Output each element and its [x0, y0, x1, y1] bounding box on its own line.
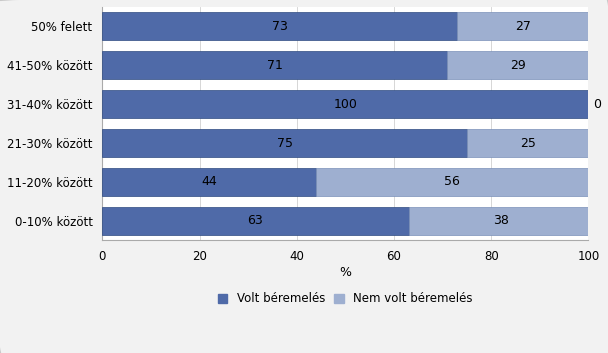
Text: 63: 63 [247, 214, 263, 227]
X-axis label: %: % [339, 266, 351, 279]
Bar [457, 12, 589, 40]
Text: 0: 0 [593, 98, 601, 110]
Text: 29: 29 [510, 59, 526, 72]
Bar [102, 51, 447, 79]
Bar [409, 207, 593, 235]
Legend: Volt béremelés, Nem volt béremelés: Volt béremelés, Nem volt béremelés [214, 289, 477, 309]
Text: 38: 38 [493, 214, 509, 227]
Text: 71: 71 [267, 59, 283, 72]
Text: 73: 73 [272, 20, 288, 33]
Bar [102, 129, 467, 157]
Bar [447, 51, 589, 79]
Bar [102, 12, 457, 40]
Bar [102, 168, 316, 196]
Text: 75: 75 [277, 137, 292, 150]
Bar [316, 168, 589, 196]
Text: 100: 100 [333, 98, 358, 110]
Text: 25: 25 [520, 137, 536, 150]
Text: 56: 56 [444, 175, 460, 189]
Bar [467, 129, 589, 157]
Bar [102, 90, 589, 118]
Text: 27: 27 [515, 20, 531, 33]
Bar [102, 207, 409, 235]
Text: 44: 44 [201, 175, 217, 189]
